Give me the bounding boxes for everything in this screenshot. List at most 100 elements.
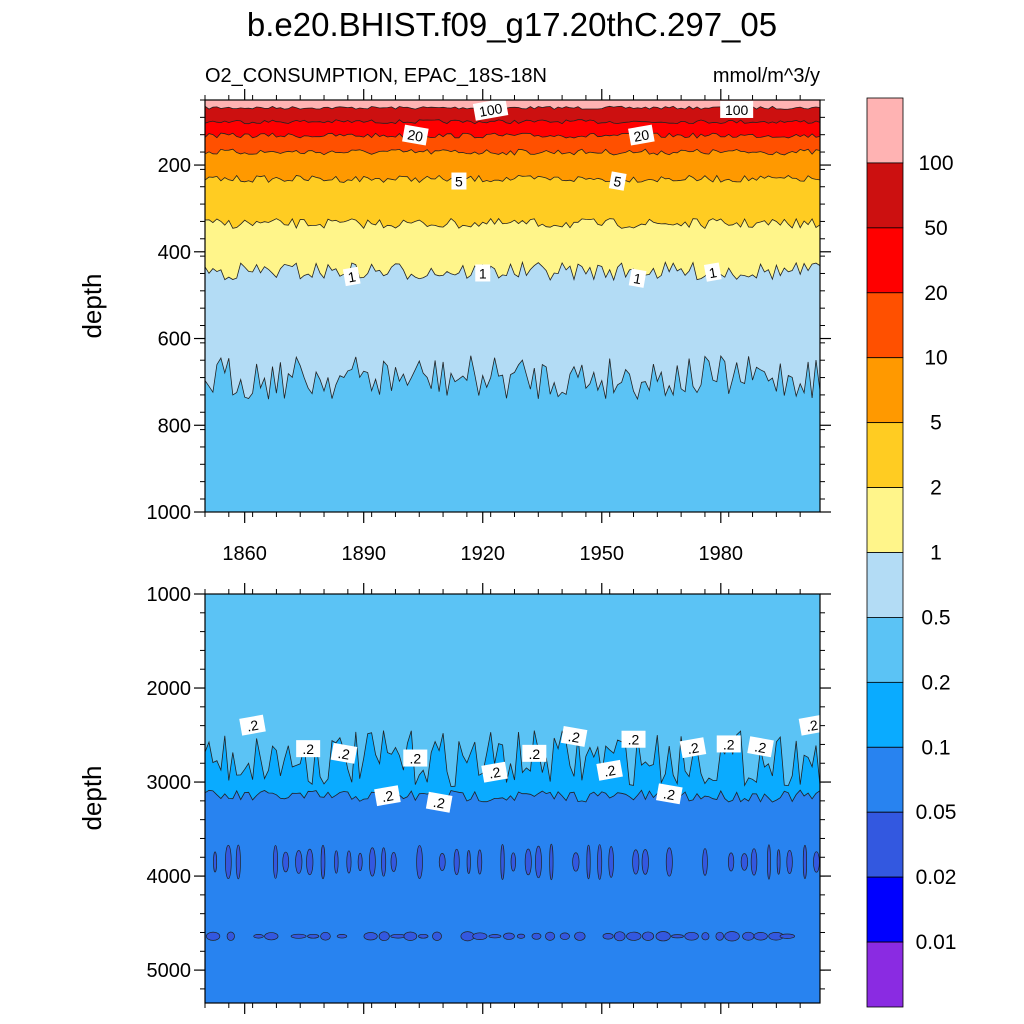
colorbar-tick-label: 0.02	[916, 866, 957, 889]
colorbar-tick-label: 0.5	[921, 606, 950, 629]
contour-blob-0p05	[418, 933, 429, 939]
contour-label-text: .2	[567, 728, 581, 746]
contour-label-text: .2	[302, 741, 314, 757]
contour-blob-0p05	[701, 932, 710, 941]
contour-blob-0p05	[453, 848, 460, 876]
chart-title: b.e20.BHIST.f09_g17.20thC.297_05	[247, 6, 777, 43]
contour-blob-0p05	[641, 849, 649, 875]
contour-label-text: 100	[478, 100, 504, 120]
contour-blob-0p05	[813, 851, 820, 873]
contour-label-text: 1	[632, 270, 643, 287]
contour-blob-0p05	[403, 931, 418, 941]
colorbar-swatch	[866, 357, 904, 424]
upper-subtitle-left: O2_CONSUMPTION, EPAC_18S-18N	[205, 65, 547, 87]
contour-label: .2	[798, 714, 826, 736]
colorbar-swatch	[866, 97, 904, 164]
lower-panel: .2 .2 .2 .2 .2 .2 .2 .2 .2 .2 .2 .2 .2 .2 .2 .2 1000 2000…	[147, 583, 831, 1014]
contour-label: .2	[679, 737, 707, 759]
contour-label: .2	[481, 761, 508, 783]
x-tick-label: 1980	[699, 543, 744, 565]
contour-label: .2	[560, 725, 588, 747]
contour-band-0p1	[205, 789, 820, 1003]
contour-label: .2	[425, 791, 453, 813]
contour-label-text: .2	[380, 787, 394, 805]
contour-blob-0p05	[235, 844, 241, 880]
contour-blob-0p05	[549, 843, 554, 881]
y-tick-label: 2000	[147, 678, 192, 700]
contour-label-text: .2	[337, 745, 351, 763]
contour-label-text: .2	[753, 738, 767, 756]
contour-label: .2	[296, 740, 321, 758]
contour-blob-0p05	[432, 931, 442, 941]
colorbar-tick-label: 0.01	[916, 931, 957, 954]
contour-blob-0p05	[779, 933, 795, 939]
contour-label: .2	[747, 736, 774, 758]
contour-label-text: .2	[628, 732, 640, 748]
contour-blob-0p05	[503, 932, 515, 940]
x-tick-label: 1950	[580, 543, 625, 565]
contour-blob-0p05	[206, 931, 221, 941]
contour-blob-0p05	[642, 931, 655, 941]
upper-panel: 100 100 20 20 5 5 1 1 1 1 200 400 600 800 1000 1860 1890…	[147, 89, 831, 565]
contour-blob-0p05	[632, 849, 640, 875]
y-tick-label: 1000	[147, 584, 192, 606]
upper-subtitle-units: mmol/m^3/y	[713, 65, 820, 87]
contour-blob-0p05	[357, 852, 363, 872]
contour-blob-0p05	[665, 847, 673, 877]
contour-blob-0p05	[226, 931, 235, 941]
contour-blob-0p05	[213, 851, 217, 873]
contour-blob-0p05	[545, 931, 556, 941]
colorbar-swatch	[866, 681, 904, 748]
colorbar-tick-label: 2	[930, 477, 942, 500]
contour-blob-0p05	[786, 849, 793, 874]
contour-blob-0p05	[572, 852, 580, 872]
contour-blob-0p05	[559, 932, 570, 940]
contour-label-text: .2	[662, 785, 676, 803]
upper-y-axis-label: depth	[77, 273, 107, 338]
colorbar-swatch	[866, 227, 904, 294]
y-tick-label: 200	[158, 155, 191, 177]
colorbar-tick-label: 0.1	[921, 736, 950, 759]
contour-label-text: 5	[455, 174, 463, 190]
upper-panel-frame	[204, 99, 821, 513]
contour-blob-0p05	[524, 848, 532, 876]
contour-label: 100	[472, 98, 509, 121]
colorbar-swatch	[866, 746, 904, 813]
contour-blob-0p05	[460, 931, 475, 942]
contour-blob-0p05	[264, 932, 279, 941]
colorbar-tick-label: 100	[918, 152, 953, 175]
contour-blob-0p05	[390, 852, 397, 872]
contour-label: .2	[596, 759, 623, 781]
contour-blob-0p05	[273, 845, 278, 879]
contour-blob-0p05	[320, 931, 331, 941]
contour-label: .2	[621, 730, 646, 748]
contour-blob-0p05	[416, 845, 423, 879]
contour-blob-0p05	[742, 931, 755, 941]
contour-label-text: 20	[406, 126, 424, 144]
contour-blob-0p05	[290, 933, 307, 939]
contour-label: .2	[330, 742, 358, 764]
colorbar-tick-label: 20	[924, 282, 947, 305]
contour-label-text: 100	[725, 102, 749, 118]
y-tick-label: 800	[158, 415, 191, 437]
contour-blob-0p05	[320, 844, 326, 880]
colorbar-tick-label: 50	[924, 217, 947, 240]
contour-label-text: .2	[805, 717, 819, 735]
contour-label: 1	[703, 262, 722, 282]
contour-label: 1	[628, 268, 647, 288]
contour-label-text: 20	[632, 126, 650, 144]
contour-blob-0p05	[477, 849, 483, 875]
contour-label: .2	[656, 783, 683, 805]
contour-label: 100	[720, 100, 754, 118]
contour-blob-0p05	[531, 932, 542, 940]
colorbar-tick-label: 5	[930, 412, 942, 435]
contour-blob-0p05	[626, 931, 642, 941]
contour-blob-0p05	[500, 844, 505, 880]
colorbar-tick-label: 10	[924, 347, 947, 370]
contour-blob-0p05	[381, 847, 387, 877]
contour-blob-0p05	[753, 932, 768, 941]
contour-blob-0p05	[516, 933, 526, 939]
contour-blob-0p05	[702, 848, 708, 876]
contour-label-text: .2	[686, 739, 700, 757]
